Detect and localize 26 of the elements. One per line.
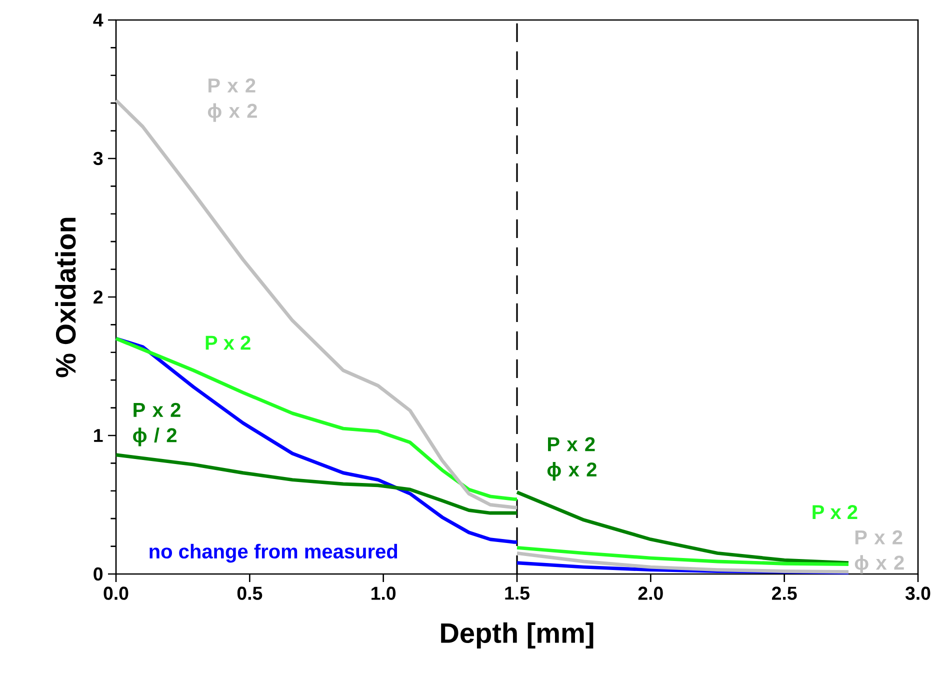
x-tick-label: 0.0 <box>104 586 128 600</box>
text: P x 2 <box>812 505 858 519</box>
text: P x 2 ϕ x 2 <box>208 78 257 122</box>
y-tick-label: 3 <box>93 152 103 166</box>
series-label: P x 2 ϕ x 2 <box>547 437 596 481</box>
line-series <box>114 98 519 510</box>
line-series <box>114 336 519 501</box>
x-axis-title: Depth [mm] <box>441 622 594 649</box>
line-series <box>515 551 850 574</box>
x-tick-label: 0.5 <box>237 586 262 600</box>
x-tick-label: 1.0 <box>372 586 396 600</box>
x-tick-label: 3.0 <box>905 586 930 600</box>
x-tick-label: 2.0 <box>638 586 663 600</box>
y-tick-label: 1 <box>94 429 103 442</box>
line-series <box>114 336 519 544</box>
x-tick-label: 1.5 <box>505 586 530 600</box>
series-label: P x 2 ϕ / 2 <box>133 402 180 446</box>
line-series <box>515 546 850 566</box>
series-label: P x 2 ϕ x 2 <box>854 530 904 574</box>
series-label: P x 2 <box>206 336 250 350</box>
y-axis-title: % Oxidation <box>55 218 76 378</box>
y-tick-label: 4 <box>93 14 104 26</box>
y-tick-label: 2 <box>94 290 103 304</box>
y-tick-label: 0 <box>94 567 103 581</box>
text: no change from measured <box>150 544 398 563</box>
x-tick-label: 2.5 <box>772 586 797 600</box>
